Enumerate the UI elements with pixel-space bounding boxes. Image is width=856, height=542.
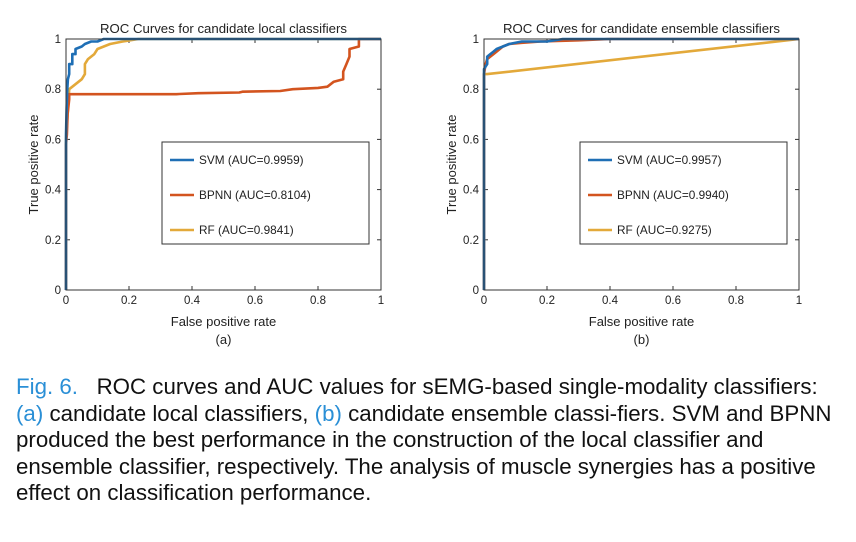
panel-sublabel: (a)	[216, 332, 232, 347]
y-tick-label: 0.4	[45, 185, 62, 197]
legend-entry: RF (AUC=0.9275)	[617, 223, 712, 237]
y-tick-label: 1	[473, 34, 479, 46]
legend-entry: BPNN (AUC=0.9940)	[617, 188, 729, 202]
y-tick-label: 0.2	[463, 235, 479, 247]
legend-entry: RF (AUC=0.9841)	[199, 223, 294, 237]
y-tick-label: 0.8	[45, 84, 61, 96]
legend-entry: SVM (AUC=0.9957)	[617, 153, 722, 167]
caption-ref-b[interactable]: (b)	[314, 400, 342, 426]
x-axis-label: False positive rate	[589, 314, 695, 329]
legend: SVM (AUC=0.9957) BPNN (AUC=0.9940) RF (AUC…	[579, 141, 788, 245]
x-tick-label: 0.2	[539, 295, 555, 307]
x-tick-label: 0.8	[728, 295, 744, 307]
y-tick-label: 1	[55, 34, 61, 46]
chart-title: ROC Curves for candidate ensemble classi…	[503, 21, 780, 36]
x-tick-label: 0	[63, 295, 69, 307]
y-axis-label: True positive rate	[444, 115, 459, 215]
x-tick-label: 0.6	[665, 295, 681, 307]
plot-area-frame-top	[483, 38, 800, 291]
chart-panel-b: ROC Curves for candidate ensemble classi…	[418, 0, 838, 356]
legend-entry: BPNN (AUC=0.8104)	[199, 188, 311, 202]
x-tick-label: 0.4	[602, 295, 619, 307]
caption-text-1: ROC curves and AUC values for sEMG-based…	[96, 374, 818, 399]
y-tick-label: 0	[473, 285, 479, 297]
x-tick-label: 0.2	[121, 295, 137, 307]
x-tick-label: 1	[378, 295, 384, 307]
x-tick-label: 1	[796, 295, 802, 307]
roc-chart-b: ROC Curves for candidate ensemble classi…	[444, 21, 802, 347]
plot-area-frame-top	[65, 38, 382, 291]
chart-title: ROC Curves for candidate local classifie…	[100, 21, 347, 36]
y-axis-label: True positive rate	[26, 115, 41, 215]
roc-chart-a: ROC Curves for candidate local classifie…	[26, 21, 384, 347]
legend-box	[579, 141, 788, 245]
series-line-svm	[482, 37, 799, 290]
x-tick-label: 0	[481, 295, 487, 307]
y-tick-label: 0	[55, 285, 61, 297]
x-axis-label: False positive rate	[171, 314, 277, 329]
legend-entry: SVM (AUC=0.9959)	[199, 153, 304, 167]
x-tick-label: 0.6	[247, 295, 263, 307]
y-tick-label: 0.4	[463, 185, 480, 197]
legend-box	[161, 141, 370, 245]
series-line-svm	[64, 37, 381, 290]
series-line-bpnn	[64, 37, 381, 290]
x-tick-label: 0.4	[184, 295, 201, 307]
panel-sublabel: (b)	[634, 332, 650, 347]
caption-fig-label: Fig. 6.	[16, 374, 78, 399]
figure-caption: Fig. 6. ROC curves and AUC values for sE…	[16, 374, 846, 507]
y-tick-label: 0.2	[45, 235, 61, 247]
x-tick-label: 0.8	[310, 295, 326, 307]
y-tick-label: 0.6	[463, 134, 479, 146]
caption-ref-a[interactable]: (a)	[16, 400, 44, 426]
y-tick-label: 0.8	[463, 84, 479, 96]
caption-text-3: candidate ensemble classi-fiers. SVM and…	[16, 400, 832, 506]
caption-text-2: candidate local classifiers,	[43, 400, 315, 426]
y-tick-label: 0.6	[45, 134, 61, 146]
legend: SVM (AUC=0.9959) BPNN (AUC=0.8104) RF (AUC…	[161, 141, 370, 245]
chart-panel-a: ROC Curves for candidate local classifie…	[0, 0, 420, 356]
